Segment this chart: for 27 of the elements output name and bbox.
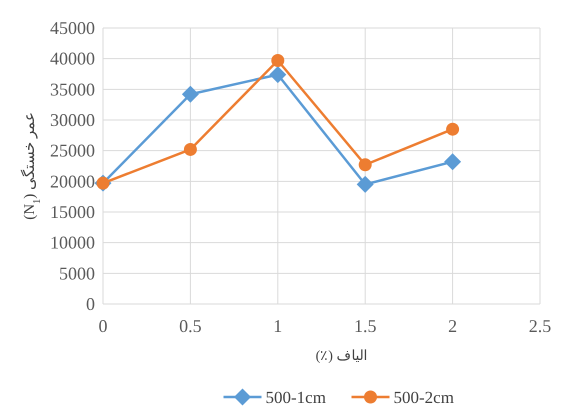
point	[184, 142, 197, 156]
legend-label: 500-1cm	[266, 388, 326, 407]
y-tick-label: 35000	[50, 79, 95, 100]
y-tick-label: 10000	[50, 232, 95, 253]
x-tick-label: 1	[273, 316, 282, 336]
y-tick-label: 15000	[50, 202, 95, 222]
point	[182, 86, 199, 103]
x-tick-label: 0.5	[179, 316, 202, 336]
x-tick-label: 2	[448, 316, 458, 336]
x-tick-label: 1.5	[354, 316, 376, 336]
x-tick-label: 2.5	[528, 316, 552, 336]
point	[446, 122, 460, 136]
y-tick-label: 40000	[50, 48, 95, 69]
y-tick-label: 5000	[59, 263, 95, 284]
y-tick-label: 25000	[50, 140, 95, 161]
point	[271, 54, 284, 68]
point	[358, 158, 372, 172]
point	[444, 153, 462, 170]
point	[269, 66, 286, 84]
y-tick-label: 45000	[50, 18, 95, 38]
point	[356, 176, 374, 193]
x-axis-title: الیاف (٪)	[316, 349, 368, 364]
x-tick-label: 0	[98, 316, 108, 336]
y-tick-label: 30000	[50, 110, 95, 130]
y-tick-label: 0	[86, 294, 95, 314]
legend-label: 500-2cm	[394, 388, 454, 407]
y-tick-label: 20000	[50, 171, 95, 192]
